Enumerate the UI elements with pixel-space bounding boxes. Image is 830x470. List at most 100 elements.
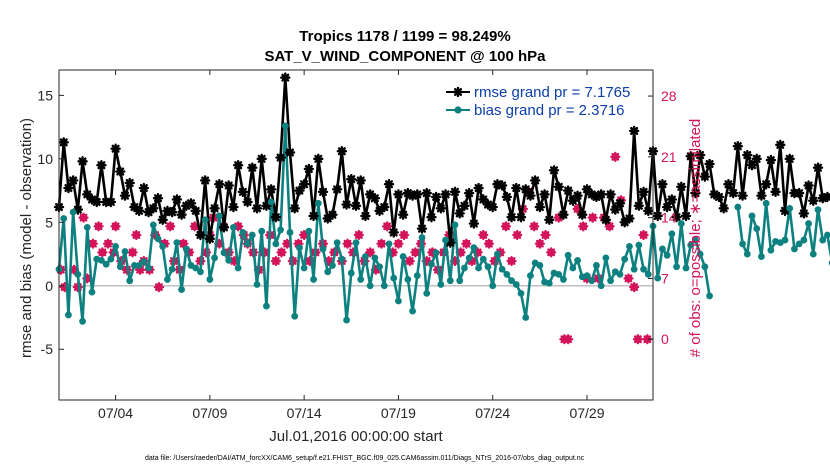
bias-point <box>494 250 501 258</box>
rmse-point <box>77 156 88 167</box>
rmse-point <box>808 195 819 206</box>
rmse-point <box>459 200 470 212</box>
rmse-point <box>657 179 668 190</box>
bias-point <box>69 208 77 216</box>
legend-bias-label: bias grand pr = 2.3716 <box>474 102 625 119</box>
rmse-point <box>723 179 734 190</box>
legend: rmse grand pr = 7.1765 bias grand pr = 2… <box>446 84 630 119</box>
rmse-point <box>463 187 475 199</box>
bias-point <box>338 255 346 263</box>
bias-point <box>791 245 798 253</box>
bias-point <box>314 199 322 207</box>
rmse-point <box>58 137 69 148</box>
bias-point <box>310 276 317 283</box>
rmse-point <box>317 186 329 198</box>
bias-point <box>272 240 280 248</box>
rmse-point <box>251 203 263 214</box>
rmse-point <box>562 185 574 196</box>
data-file-footnote: data file: /Users/raeder/DAI/ATM_forcXX/… <box>145 455 585 462</box>
bias-point <box>503 270 511 278</box>
bias-point <box>560 276 567 283</box>
bias-point <box>805 220 812 227</box>
rmse-point <box>643 205 654 217</box>
rmse-point <box>718 203 729 214</box>
rmse-point <box>171 194 183 205</box>
bias-point <box>404 276 412 283</box>
y-tick-label-left: 15 <box>37 87 53 103</box>
bias-point <box>305 227 313 235</box>
obs-assimilated-point <box>587 212 598 223</box>
bias-point <box>329 262 336 269</box>
obs-assimilated-point <box>623 273 634 284</box>
rmse-point <box>600 214 612 225</box>
obs-assimilated-point <box>563 334 574 345</box>
rmse-point <box>746 159 758 171</box>
bias-point <box>352 239 360 247</box>
bias-point <box>753 225 761 233</box>
bias-point <box>173 239 181 247</box>
rmse-point <box>397 209 409 220</box>
rmse-point <box>289 203 300 214</box>
bias-point <box>640 265 647 273</box>
rmse-point <box>539 189 550 200</box>
bias-point <box>357 276 365 283</box>
rmse-point <box>661 201 673 213</box>
bias-point <box>65 311 72 319</box>
rmse-point <box>525 190 536 201</box>
bias-point <box>324 268 332 276</box>
obs-assimilated-point <box>393 238 404 249</box>
bias-point <box>102 260 110 268</box>
bias-point <box>154 235 162 243</box>
rmse-point <box>237 186 249 198</box>
bias-point <box>376 263 383 271</box>
bias-point <box>508 277 515 285</box>
bias-point <box>692 236 699 244</box>
obs-assimilated-point <box>546 247 557 258</box>
rmse-point <box>369 192 381 204</box>
bias-point <box>621 255 629 263</box>
rmse-point <box>327 209 338 220</box>
bias-point <box>734 203 742 211</box>
rmse-point <box>775 139 786 151</box>
obs-assimilated-point <box>97 247 108 258</box>
bias-point <box>446 277 454 285</box>
rmse-point <box>393 189 404 200</box>
bias-point <box>281 122 289 130</box>
rmse-point <box>666 194 678 205</box>
bias-point <box>602 254 610 262</box>
bias-point <box>74 270 82 278</box>
bias-point <box>206 276 214 283</box>
rmse-point <box>185 198 197 209</box>
rmse-point <box>501 191 513 203</box>
obs-assimilated-point <box>461 238 472 249</box>
rmse-point <box>360 210 371 222</box>
bias-point <box>824 231 830 239</box>
rmse-point <box>765 154 777 166</box>
bias-point <box>220 249 228 257</box>
bias-point <box>413 272 421 280</box>
x-tick-label: 07/24 <box>475 405 510 421</box>
rmse-point <box>426 212 437 223</box>
obs-assimilated-point <box>189 221 200 232</box>
bias-point <box>140 258 148 266</box>
bias-point <box>428 260 435 268</box>
bias-point <box>83 223 91 231</box>
bias-point <box>248 231 256 239</box>
bias-point <box>277 226 284 234</box>
rmse-point <box>218 222 230 233</box>
y-tick-label-right: 14 <box>661 210 677 226</box>
rmse-point <box>553 181 564 192</box>
bias-point <box>739 240 746 248</box>
bias-point <box>286 229 294 236</box>
bias-point <box>597 282 605 290</box>
bias-point <box>696 250 704 258</box>
bias-point <box>145 264 152 272</box>
bias-point <box>616 270 624 278</box>
plot-frame <box>58 69 654 401</box>
x-axis-label: Jul.01,2016 00:00:00 start <box>269 428 443 445</box>
bias-point <box>296 244 303 252</box>
rmse-point <box>350 200 362 212</box>
obs-assimilated-point <box>165 221 176 232</box>
rmse-point <box>737 190 748 201</box>
